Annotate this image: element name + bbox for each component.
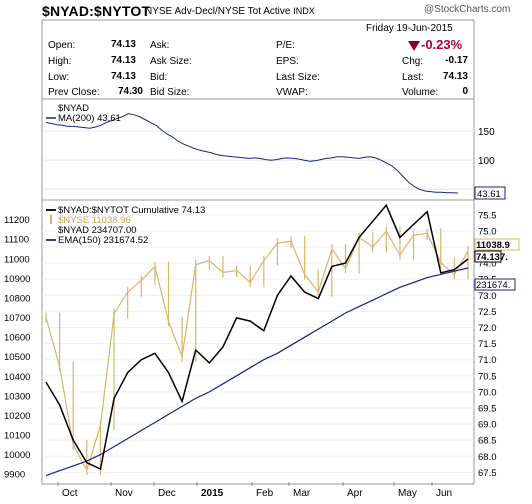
left-y-tick-label: 11000 [4,254,30,265]
lower-legend-entry: $NYAD 234707.00 [58,225,137,236]
volume-value: 0 [462,86,468,97]
left-y-tick-label: 9900 [4,470,25,481]
exchange-text: INDX [293,6,315,16]
last-value: 74.13 [442,71,468,82]
cumulative-ratio-line [45,203,469,471]
ema150-line [45,267,469,477]
right-y-tick-label: 75.0 [478,226,497,237]
lower-last-value-box [474,238,520,251]
prev-close-value: 74.30 [117,86,143,97]
lower-last-value-box [474,250,502,263]
chg-label: Chg: [402,56,424,67]
upper-panel: 50100150 [41,98,495,201]
eps-label: EPS: [276,56,299,67]
nyse-price-line [45,230,469,472]
right-y-tick-label: 68.5 [478,436,497,447]
lower-last-value-label: 7. [500,252,508,263]
x-axis-label: Dec [158,488,176,499]
left-y-tick-label: 10500 [4,352,30,363]
x-axis-label: Feb [256,488,274,499]
left-y-tick-label: 10100 [4,431,30,442]
left-y-tick-label: 10300 [4,391,30,402]
ask-size-label: Ask Size: [150,56,192,67]
last-label: Last: [402,72,424,83]
ma200-line [45,113,459,194]
right-y-tick-label: 69.5 [478,403,497,414]
x-axis-label: May [398,488,417,499]
left-y-tick-label: 11200 [4,215,30,226]
x-axis-label: Mar [293,488,311,499]
lower-last-value-label: 74.13 [476,252,500,263]
ask-label: Ask: [150,40,170,51]
right-y-tick-label: 74.0 [478,259,497,270]
right-y-tick-label: 69.0 [478,420,497,431]
left-y-tick-label: 10600 [4,333,30,344]
upper-legend-ma: MA(200) 43.61 [58,113,121,124]
right-y-tick-label: 70.0 [478,387,497,398]
right-y-tick-label: 72.0 [478,323,497,334]
low-label: Low: [48,72,70,83]
right-y-tick-label: 73.0 [478,291,497,302]
left-y-tick-label: 10400 [4,372,30,383]
high-value: 74.13 [110,55,136,66]
bid-label: Bid: [150,72,168,83]
x-axis-label: Jun [436,488,452,499]
upper-panel-frame [41,98,475,201]
lower-legend-entry: $NYAD:$NYTOT Cumulative 74.13 [58,205,205,216]
high-label: High: [48,56,72,67]
right-y-tick-label: 67.5 [478,468,497,479]
x-axis-label: Apr [347,488,363,499]
vwap-label: VWAP: [276,87,308,98]
chart-symbol: $NYAD:$NYTOT [42,3,151,19]
left-y-tick-label: 10200 [4,411,30,422]
open-label: Open: [48,40,76,51]
change-percent: -0.23% [421,37,463,52]
chart-description: NYSE Adv-Decl/NYSE Tot Active INDX [145,6,315,17]
pe-label: P/E: [276,40,295,51]
nyse-price-bars [45,226,469,476]
left-y-tick-label: 10900 [4,274,30,285]
left-y-tick-label: 10700 [4,313,30,324]
right-y-tick-label: 72.5 [478,307,497,318]
right-y-tick-label: 71.0 [478,355,497,366]
chg-value: -0.17 [445,55,468,66]
quote-box [41,19,475,100]
upper-y-tick-label: 150 [478,127,495,138]
right-y-tick-label: 70.5 [478,371,497,382]
upper-last-value-label: 43.61 [477,189,501,200]
right-y-tick-label: 71.5 [478,339,497,350]
right-y-tick-label: 68.0 [478,452,497,463]
low-value: 74.13 [110,71,136,82]
stockcharts-brand: @StockCharts.com [424,4,511,15]
bid-size-label: Bid Size: [150,87,190,98]
lower-legend-entry: $NYSE 11038.96 [58,215,131,226]
x-axis-label: Nov [115,488,133,499]
x-axis-label: 2015 [201,488,224,499]
lower-panel: 11200 11100 11000 10900 10800 10700 10600 10500… [4,199,497,499]
left-y-tick-label: 10800 [4,293,30,304]
prev-close-label: Prev Close: [48,87,100,98]
lower-last-value-box [474,278,516,291]
down-arrow-icon [408,41,420,51]
quote-box-frame [41,19,475,100]
lower-last-value-label: 231674. [476,280,510,291]
last-size-label: Last Size: [276,72,320,83]
left-y-tick-label: 11100 [4,235,29,246]
x-axis-label: Oct [62,488,78,499]
quote-date: Friday 19-Jun-2015 [366,23,453,34]
upper-legend-symbol: $NYAD [58,103,89,114]
upper-y-tick-label: 100 [478,156,495,167]
open-value: 74.13 [110,39,136,50]
lower-last-value-label: 11038.9 [476,240,510,251]
description-text: NYSE Adv-Decl/NYSE Tot Active [145,6,291,17]
left-y-tick-label: 10000 [4,450,30,461]
upper-last-value-box [474,186,506,200]
right-y-tick-label: 75.5 [478,210,497,221]
lower-legend-entry: EMA(150) 231674.52 [58,235,148,246]
volume-label: Volume: [402,87,439,98]
